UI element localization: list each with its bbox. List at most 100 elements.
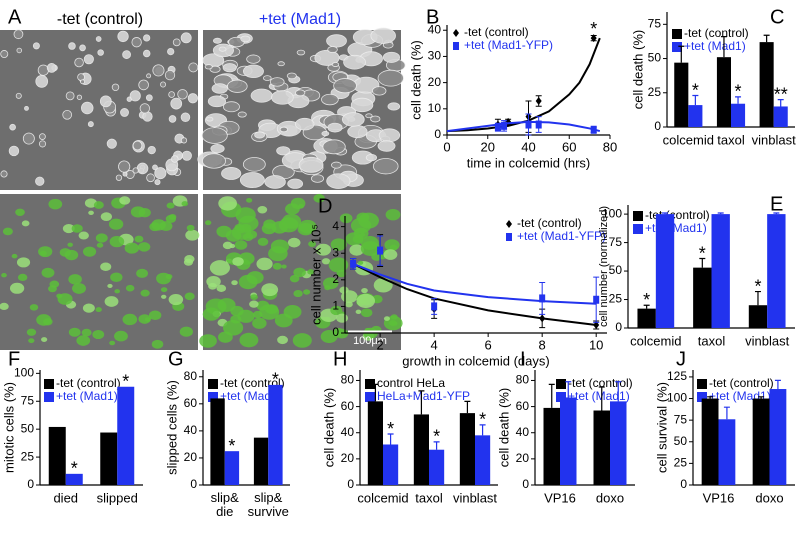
x-tick-label: colcemid xyxy=(663,132,714,147)
y-tick-label: 0 xyxy=(190,477,197,491)
cell xyxy=(209,260,230,276)
cell xyxy=(32,42,40,50)
cell xyxy=(109,340,116,346)
panel-letter: H xyxy=(333,348,347,370)
x-tick-label: 8 xyxy=(539,337,546,352)
bar xyxy=(543,407,560,485)
cell xyxy=(97,49,104,56)
bar xyxy=(674,62,689,127)
y-tick-label: 25 xyxy=(609,292,623,306)
panel-letter: J xyxy=(676,348,686,370)
bar xyxy=(688,105,703,127)
cell xyxy=(331,62,340,67)
cell xyxy=(287,237,301,248)
cell xyxy=(360,308,373,318)
y-tick-label: 50 xyxy=(609,263,623,277)
legend-swatch xyxy=(672,42,682,52)
cell xyxy=(68,327,81,337)
error-bar xyxy=(598,386,605,411)
legend-swatch xyxy=(365,379,375,389)
legend-swatch xyxy=(697,379,707,389)
cell xyxy=(142,49,151,58)
cell xyxy=(49,280,60,288)
cell xyxy=(120,108,129,117)
cell xyxy=(160,81,167,88)
x-tick-label: VP16 xyxy=(544,490,576,505)
bar xyxy=(718,419,736,485)
cell xyxy=(211,83,228,94)
y-axis-label: slipped cells (%) xyxy=(164,380,179,475)
cell xyxy=(287,178,304,189)
panel-letter: F xyxy=(8,348,20,370)
y-tick-label: 0 xyxy=(680,477,687,491)
x-tick-label: vinblast xyxy=(752,132,796,147)
cell xyxy=(347,125,368,139)
cell xyxy=(202,153,226,169)
significance: * xyxy=(735,82,742,102)
cell xyxy=(199,334,217,348)
y-tick-label: 20 xyxy=(428,75,442,89)
cell xyxy=(339,213,353,224)
cell xyxy=(95,307,102,313)
cell xyxy=(181,150,192,161)
cell xyxy=(74,57,84,68)
cell xyxy=(2,227,13,236)
error-bar xyxy=(763,34,770,43)
cell xyxy=(330,305,343,316)
cell xyxy=(387,102,401,111)
cell xyxy=(138,79,149,91)
point xyxy=(535,120,542,129)
cell xyxy=(385,208,401,221)
cell xyxy=(261,283,279,297)
y-axis-label: cell survival (%) xyxy=(654,382,669,473)
cell xyxy=(1,273,7,278)
y-tick-label: 75 xyxy=(674,412,688,426)
cell xyxy=(349,244,364,256)
cell xyxy=(237,111,247,118)
cell xyxy=(171,155,179,163)
legend-marker xyxy=(453,29,459,37)
cell xyxy=(263,219,276,229)
y-tick-label: 80 xyxy=(516,373,530,387)
cell xyxy=(276,146,291,156)
cell xyxy=(38,246,53,258)
cell xyxy=(289,274,300,283)
cell xyxy=(185,229,200,241)
legend-marker xyxy=(506,220,512,228)
cell xyxy=(172,38,181,47)
x-tick-label-line: slip& xyxy=(254,490,283,505)
cell xyxy=(350,97,374,113)
cell xyxy=(83,54,94,65)
cell xyxy=(372,158,399,175)
cell xyxy=(165,273,173,280)
y-tick-label: 50 xyxy=(21,421,35,435)
cell xyxy=(114,330,128,342)
bar xyxy=(383,444,399,485)
bar xyxy=(655,214,675,328)
legend-swatch xyxy=(672,29,682,39)
point xyxy=(590,125,597,134)
cell xyxy=(11,253,18,259)
image-label: +tet (Mad1) xyxy=(259,11,341,28)
cell xyxy=(95,36,102,42)
cell xyxy=(65,91,75,101)
cell xyxy=(321,131,330,137)
cell xyxy=(382,51,401,63)
cell xyxy=(216,225,232,238)
cell xyxy=(360,232,366,237)
cell xyxy=(326,34,347,48)
cell xyxy=(383,316,390,321)
y-tick-label: 50 xyxy=(674,434,688,448)
cell xyxy=(254,131,265,139)
legend-label: +tet (Mad1) xyxy=(220,389,282,403)
significance: * xyxy=(754,276,761,296)
cell xyxy=(293,267,306,278)
legend-label: +tet (Mad1) xyxy=(56,389,118,403)
cell xyxy=(160,287,168,293)
y-tick-label: 60 xyxy=(184,396,198,410)
cell xyxy=(303,289,311,295)
error-bar xyxy=(662,212,669,215)
cell xyxy=(16,257,31,268)
error-bar xyxy=(723,406,730,420)
cell xyxy=(365,113,373,119)
